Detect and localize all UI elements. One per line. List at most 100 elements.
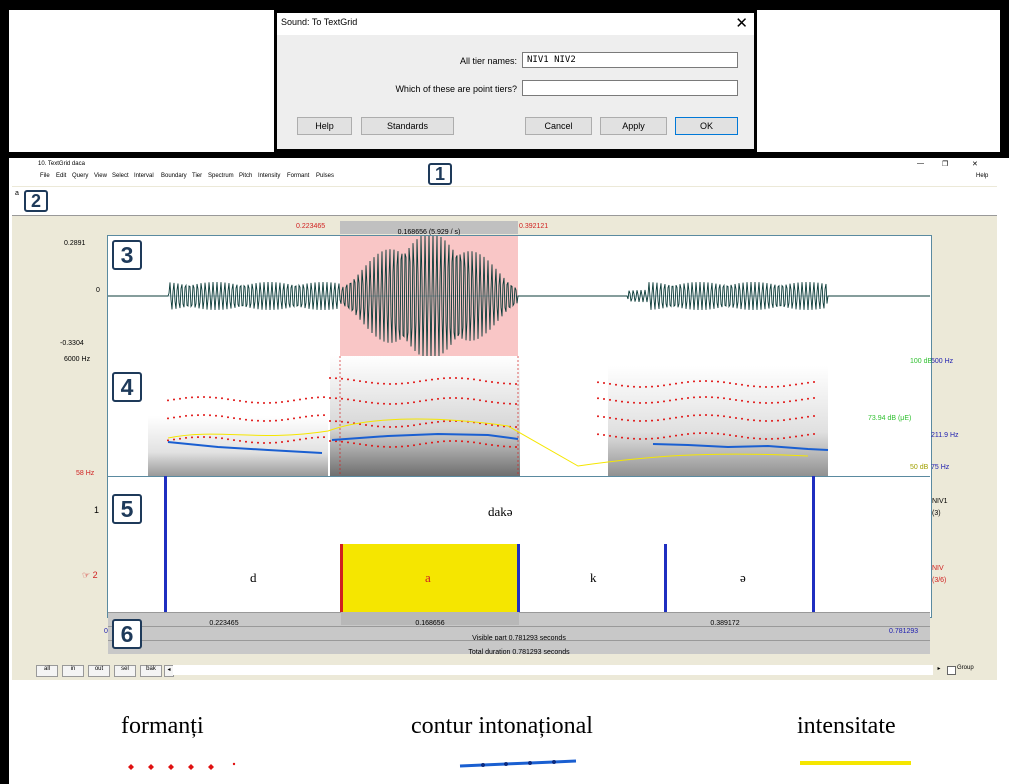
formant-dot bbox=[383, 382, 385, 385]
formant-dot bbox=[801, 382, 803, 385]
menu-view[interactable]: View bbox=[94, 173, 107, 179]
menu-intensity[interactable]: Intensity bbox=[258, 173, 281, 179]
formant-dot bbox=[419, 400, 421, 403]
formant-dot bbox=[753, 401, 755, 404]
zoom-back-button[interactable]: bak bbox=[140, 665, 162, 677]
formant-dot bbox=[419, 443, 421, 446]
formant-dot bbox=[603, 382, 605, 384]
formant-dot bbox=[651, 385, 653, 388]
formant-dot bbox=[401, 402, 403, 405]
formant-dot bbox=[413, 381, 415, 384]
formant-dot bbox=[359, 380, 361, 383]
formant-dot bbox=[699, 380, 701, 383]
close-icon[interactable]: ✕ bbox=[735, 15, 748, 32]
formant-dot bbox=[669, 383, 671, 386]
formant-dot bbox=[173, 438, 175, 441]
menu-tier[interactable]: Tier bbox=[192, 173, 203, 179]
boundary-1[interactable] bbox=[164, 476, 167, 612]
formant-dot bbox=[239, 417, 241, 420]
visible-part-text: Visible part 0.781293 seconds bbox=[472, 635, 566, 642]
duration-left[interactable]: 0.223465 bbox=[108, 612, 340, 627]
formant-dot bbox=[473, 441, 475, 444]
formant-dot bbox=[479, 399, 481, 402]
cancel-button[interactable]: Cancel bbox=[525, 117, 592, 135]
formant-dot bbox=[419, 380, 421, 383]
formant-dot bbox=[663, 418, 665, 421]
standards-button[interactable]: Standards bbox=[361, 117, 454, 135]
point-tiers-input[interactable] bbox=[522, 80, 738, 96]
spectrogram-panel[interactable] bbox=[108, 356, 930, 476]
formant-dot bbox=[323, 436, 325, 439]
boundary-3[interactable] bbox=[340, 544, 343, 612]
formant-dot bbox=[657, 419, 659, 422]
formant-dot bbox=[179, 437, 181, 440]
formant-dot bbox=[741, 399, 743, 402]
pitch-contour bbox=[167, 432, 829, 454]
scroll-right-icon[interactable]: ▸ bbox=[937, 666, 941, 672]
formant-dot bbox=[275, 419, 277, 422]
menu-file[interactable]: File bbox=[40, 173, 50, 179]
formant-dot bbox=[377, 382, 379, 385]
duration-right[interactable]: 0.389172 bbox=[520, 612, 930, 627]
formant-dot bbox=[353, 399, 355, 402]
horizontal-scrollbar[interactable] bbox=[173, 665, 933, 675]
boundary-4[interactable] bbox=[517, 544, 520, 612]
menu-interval[interactable]: Interval bbox=[134, 173, 154, 179]
formant-dot bbox=[621, 400, 623, 403]
formant-dot bbox=[353, 379, 355, 382]
menu-spectrum[interactable]: Spectrum bbox=[208, 173, 234, 179]
menu-pulses[interactable]: Pulses bbox=[316, 173, 335, 179]
visible-part-bar[interactable]: Visible part 0.781293 seconds bbox=[108, 626, 930, 642]
zoom-all-button[interactable]: all bbox=[36, 665, 58, 677]
formant-dot bbox=[377, 402, 379, 405]
formant-dot bbox=[329, 440, 331, 442]
duration-mid[interactable]: 0.168656 bbox=[341, 612, 519, 627]
formant-dot bbox=[233, 417, 235, 420]
formant-dot bbox=[657, 437, 659, 440]
total-duration-bar[interactable]: Total duration 0.781293 seconds bbox=[108, 640, 930, 656]
waveform-trace bbox=[108, 236, 930, 356]
formant-dots bbox=[167, 377, 815, 448]
formant-dot bbox=[407, 402, 409, 404]
formant-dot bbox=[801, 416, 803, 419]
menu-boundary[interactable]: Boundary bbox=[161, 173, 187, 179]
help-button[interactable]: Help bbox=[297, 117, 352, 135]
formant-dot bbox=[449, 377, 451, 379]
tier-names-input[interactable]: NIV1 NIV2 bbox=[522, 52, 738, 68]
menu-select[interactable]: Select bbox=[112, 173, 129, 179]
menu-formant[interactable]: Formant bbox=[287, 173, 310, 179]
text-field[interactable]: a bbox=[12, 187, 997, 216]
menu-edit[interactable]: Edit bbox=[56, 173, 67, 179]
formant-dot bbox=[449, 397, 451, 399]
formant-dot bbox=[395, 382, 397, 385]
tier-2-selected-interval[interactable] bbox=[341, 544, 519, 614]
formant-dot bbox=[705, 380, 707, 382]
waveform-min: -0.3304 bbox=[60, 340, 84, 347]
boundary-5[interactable] bbox=[664, 544, 667, 612]
tier-1[interactable] bbox=[108, 476, 930, 546]
help-menu[interactable]: Help bbox=[976, 173, 989, 179]
selection-duration-box[interactable]: 0.168656 (5.929 / s) bbox=[340, 221, 518, 236]
zoom-sel-button[interactable]: sel bbox=[114, 665, 136, 677]
formant-dot bbox=[425, 379, 427, 382]
minimize-icon[interactable]: — bbox=[917, 160, 924, 167]
maximize-icon[interactable]: ❐ bbox=[942, 161, 949, 168]
formant-dot bbox=[437, 420, 439, 423]
menu-query[interactable]: Query bbox=[72, 173, 89, 179]
zoom-out-button[interactable]: out bbox=[88, 665, 110, 677]
window-close-icon[interactable]: ✕ bbox=[972, 161, 978, 168]
menu-pitch[interactable]: Pitch bbox=[239, 173, 253, 179]
boundary-2[interactable] bbox=[812, 476, 815, 612]
formant-dot bbox=[669, 399, 671, 402]
formant-dot bbox=[407, 425, 409, 427]
apply-button[interactable]: Apply bbox=[600, 117, 667, 135]
formant-dot bbox=[753, 437, 755, 440]
group-checkbox[interactable] bbox=[947, 666, 956, 675]
formant-dot bbox=[383, 425, 385, 428]
formant-dot bbox=[455, 377, 457, 379]
window-title: 10. TextGrid daca bbox=[38, 161, 85, 167]
formant-dot bbox=[263, 402, 265, 404]
waveform-panel[interactable] bbox=[108, 236, 930, 356]
zoom-in-button[interactable]: in bbox=[62, 665, 84, 677]
ok-button[interactable]: OK bbox=[675, 117, 738, 135]
